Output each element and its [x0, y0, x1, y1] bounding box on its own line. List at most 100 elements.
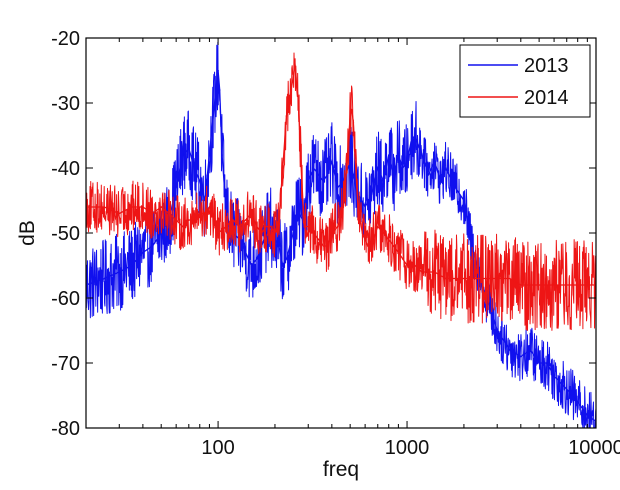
y-tick-label: -20 [51, 28, 80, 50]
series-2014-point [481, 277, 484, 280]
series-2014-point [281, 167, 284, 169]
series-2013-point [175, 186, 177, 189]
series-2013-point [198, 180, 201, 182]
series-2013-point [151, 245, 154, 247]
series-2014-point [342, 206, 345, 208]
x-tick-label: 100 [201, 437, 234, 459]
series-2013-point [538, 362, 540, 364]
series-2014-point [265, 225, 268, 228]
y-tick-label: -30 [51, 93, 80, 115]
series-2014-point [168, 212, 170, 215]
series-2014-point [326, 245, 329, 247]
series-2013-point [397, 154, 400, 156]
series-2013-point [244, 251, 247, 254]
series-2013-point [509, 349, 511, 351]
series-2013-point [586, 414, 589, 416]
x-axis-label: freq [323, 458, 359, 481]
series-2013-point [103, 277, 106, 280]
series-2013-point [376, 167, 379, 169]
series-2014-point [225, 225, 227, 228]
series-2014-point [181, 225, 184, 228]
series-2014-point [285, 115, 288, 117]
y-tick-label: -60 [51, 288, 80, 310]
series-2013-point [181, 154, 184, 156]
y-axis: -80 -70 -60 -50 -40 -30 -20 [51, 28, 596, 440]
series-2013-point [304, 199, 307, 202]
series-2013-point [553, 375, 555, 377]
series-2014-point [444, 277, 447, 280]
series-2014-point [454, 277, 457, 280]
series-2013-point [352, 173, 355, 176]
series-2013-point [278, 245, 280, 247]
series-2014-point [292, 76, 295, 78]
series-2014-point [414, 264, 416, 267]
series-2014-point [188, 219, 190, 221]
series-2014-point [361, 232, 364, 234]
series-2014-point [269, 225, 272, 228]
series-2014 [86, 52, 596, 331]
series-2014-point [278, 219, 280, 221]
series-layer [86, 41, 596, 428]
x-tick-label: 10000 [568, 437, 620, 459]
y-tick-label: -50 [51, 223, 80, 245]
series-2013-point [529, 349, 532, 351]
series-2013-point [225, 206, 227, 208]
series-2013-point [387, 154, 390, 156]
series-2013-point [402, 167, 404, 169]
series-2014-point [352, 121, 355, 124]
series-2014-point [397, 251, 400, 254]
series-2014-point [367, 245, 369, 247]
series-2014-point [553, 284, 555, 286]
series-2014-point [402, 258, 404, 260]
series-2014-point [520, 284, 522, 286]
series-2014-point [331, 232, 333, 234]
series-2014-point [213, 219, 215, 221]
legend: 2013 2014 [459, 44, 591, 118]
series-2014-noise [86, 52, 596, 331]
series-2014-point [175, 219, 177, 221]
series-2013-point [546, 362, 548, 364]
series-2013-point [295, 212, 298, 215]
series-2013-point [382, 180, 385, 182]
series-2014-point [203, 212, 206, 215]
x-tick-label: 1000 [385, 437, 430, 459]
series-2014-point [301, 199, 304, 202]
y-tick-label: -40 [51, 158, 80, 180]
series-2013-point [336, 186, 339, 189]
series-2014-point [496, 277, 499, 280]
series-2013-point [255, 258, 258, 260]
series-2013-point [208, 154, 211, 156]
series-2014-point [376, 225, 379, 228]
series-2014-point [576, 284, 579, 286]
series-2013-point [392, 173, 395, 176]
series-2014-point [151, 212, 154, 215]
series-2013-line [86, 70, 596, 423]
series-2013-point [298, 212, 301, 215]
series-2013-point [439, 180, 442, 182]
series-2013-point [565, 388, 568, 390]
series-2014-point [289, 95, 291, 98]
series-2013-point [349, 160, 351, 163]
y-tick-label: -70 [51, 353, 80, 375]
series-2014-point [160, 206, 162, 208]
series-2014-point [142, 206, 144, 208]
series-2014-point [538, 284, 540, 286]
series-2013-point [312, 167, 315, 169]
series-2014-point [297, 95, 299, 98]
series-2014-point [421, 271, 423, 273]
series-2014-point [307, 225, 310, 228]
series-2014-point [131, 206, 133, 208]
series-2014-point [103, 206, 106, 208]
series-2013-point [433, 160, 436, 163]
series-2014-point [294, 63, 296, 65]
series-2013-point [364, 206, 366, 208]
series-2014-point [198, 212, 201, 215]
series-2013-point [193, 167, 196, 169]
series-2013-point [322, 180, 325, 182]
series-2013-point [331, 160, 333, 163]
series-2013-point [285, 258, 288, 260]
series-2014-point [260, 232, 263, 234]
series-2014-point [295, 82, 298, 85]
